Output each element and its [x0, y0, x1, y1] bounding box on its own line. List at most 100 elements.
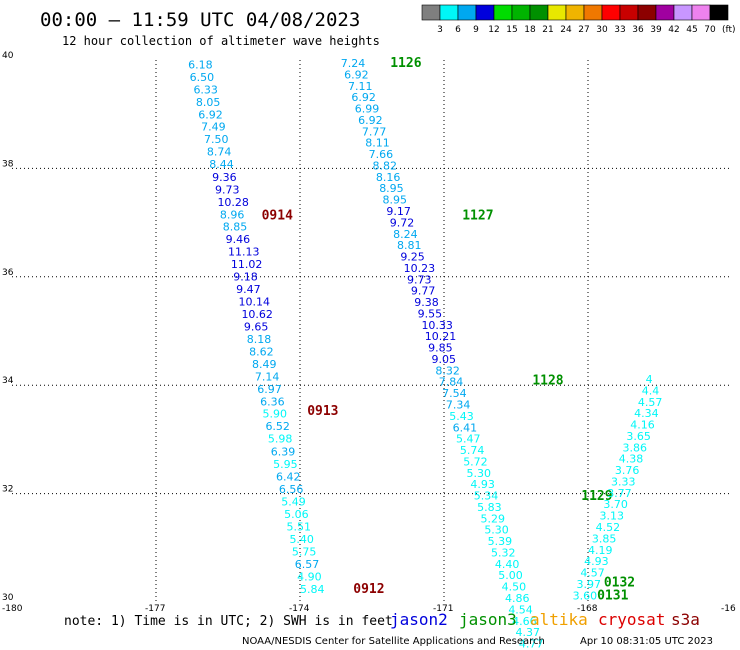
mission-altika: altika: [530, 610, 588, 629]
wave-height-value: 6.92: [344, 68, 369, 81]
legend-swatch: [511, 4, 531, 21]
legend-swatch: [457, 4, 477, 21]
wave-height-value: 6.57: [295, 558, 320, 571]
wave-height-value: 10.23: [404, 262, 436, 275]
legend-label: 9: [473, 25, 479, 35]
y-tick-label: 38: [2, 159, 14, 169]
pass-time-label: 0912: [353, 582, 384, 597]
legend-label: 30: [596, 25, 608, 35]
wave-height-value: 3.77: [607, 487, 632, 500]
wave-height-value: 3.70: [603, 498, 628, 511]
legend-swatch: [583, 4, 603, 21]
x-tick-label: -171: [433, 604, 453, 614]
wave-height-value: 9.46: [226, 233, 251, 246]
wave-height-value: 4.57: [580, 567, 605, 580]
wave-height-value: 8.74: [207, 145, 232, 158]
wave-height-value: 4.50: [502, 581, 526, 594]
pass-time-label: 1127: [462, 208, 493, 223]
wave-height-value: 4.37: [516, 626, 541, 639]
wave-height-value: 5.40: [289, 533, 314, 546]
wave-height-value: 6.99: [355, 103, 380, 116]
mission-cryosat: cryosat: [598, 610, 665, 629]
legend-label: 15: [506, 25, 517, 35]
y-tick-label: 36: [2, 268, 14, 278]
wave-height-value: 4.93: [470, 478, 495, 491]
x-tick-label: -174: [289, 604, 310, 614]
wave-height-value: 5.47: [456, 433, 481, 446]
x-tick-label: -168: [577, 604, 598, 614]
wave-height-value: 10.28: [217, 196, 249, 209]
x-tick-label: -177: [145, 604, 165, 614]
wave-height-value: 5.75: [292, 545, 317, 558]
legend-label: 24: [560, 25, 572, 35]
wave-height-value: 3.85: [592, 532, 617, 545]
wave-height-value: 7.54: [442, 387, 467, 400]
wave-height-value: 8.16: [376, 171, 401, 184]
x-tick-label: -180: [2, 604, 23, 614]
y-tick-label: 34: [2, 376, 14, 386]
wave-height-value: 5.83: [477, 501, 502, 514]
wave-height-value: 10.62: [241, 308, 273, 321]
wave-height-value: 5.00: [498, 569, 523, 582]
wave-height-value: 7.34: [446, 399, 471, 412]
wave-height-value: 5.05: [523, 649, 548, 650]
legend-swatch: [601, 4, 621, 21]
wave-height-value: 3.33: [611, 475, 636, 488]
wave-height-value: 5.30: [484, 524, 509, 537]
wave-height-value: 10.21: [425, 330, 457, 343]
wave-height-value: 8.81: [397, 239, 422, 252]
wave-height-value: 6.56: [279, 483, 304, 496]
wave-height-value: 7.66: [369, 148, 394, 161]
wave-height-value: 5.39: [488, 535, 513, 548]
wave-height-value: 5.34: [474, 490, 499, 503]
y-tick-label: 30: [2, 593, 14, 603]
legend-swatch: [637, 4, 657, 21]
wave-height-value: 5.51: [287, 520, 312, 533]
wave-height-value: 7.77: [362, 125, 387, 138]
wave-height-value: 9.72: [390, 216, 415, 229]
chart-subtitle: 12 hour collection of altimeter wave hei…: [62, 34, 380, 48]
mission-legend: jason2 jason3 altika cryosat s3a: [390, 610, 700, 629]
x-tick-label: -16: [721, 604, 736, 614]
chart-title: 00:00 – 11:59 UTC 04/08/2023: [40, 9, 360, 31]
wave-height-value: 9.65: [244, 320, 269, 333]
wave-height-value: 8.44: [209, 158, 234, 171]
wave-height-value: 4.19: [588, 544, 613, 557]
wave-height-value: 5.84: [300, 583, 325, 596]
wave-height-value: 5.29: [480, 512, 505, 525]
y-tick-label: 32: [2, 485, 13, 495]
wave-height-value: 4.52: [596, 521, 621, 534]
wave-height-value: 9.38: [414, 296, 439, 309]
wave-height-value: 3.76: [615, 464, 640, 477]
pass-time-label: 0132: [604, 575, 635, 590]
legend-label: 12: [488, 25, 499, 35]
wave-height-value: 4.93: [584, 555, 609, 568]
wave-height-value: 5.98: [268, 433, 293, 446]
legend-label: 27: [578, 25, 589, 35]
pass-time-label: 0913: [307, 404, 338, 419]
wave-height-value: 5.32: [491, 546, 516, 559]
wave-height-value: 8.82: [372, 159, 397, 172]
wave-height-value: 9.18: [233, 271, 258, 284]
wave-height-value: 6.39: [271, 446, 296, 459]
wave-height-value: 3.86: [623, 441, 648, 454]
wave-height-value: 9.25: [400, 251, 425, 264]
wave-height-value: 3.13: [600, 510, 625, 523]
wave-height-value: 6.92: [198, 109, 223, 122]
wave-height-value: 8.24: [393, 228, 418, 241]
wave-height-value: 4.40: [495, 558, 520, 571]
wave-height-value: 6.52: [265, 420, 290, 433]
wave-height-value: 9.36: [212, 171, 237, 184]
wave-height-value: 6.41: [453, 421, 478, 434]
wave-height-value: 4.4: [642, 384, 660, 397]
legend-label: 21: [542, 25, 553, 35]
y-tick-label: 40: [2, 51, 14, 61]
wave-height-value: 4.57: [638, 396, 663, 409]
legend-swatch: [619, 4, 639, 21]
legend-label: 36: [632, 25, 644, 35]
legend-label: 18: [524, 25, 536, 35]
legend-swatch: [439, 4, 459, 21]
wave-height-value: 7.14: [255, 370, 280, 383]
note-text: note: 1) Time is in UTC; 2) SWH is in fe…: [64, 614, 393, 629]
